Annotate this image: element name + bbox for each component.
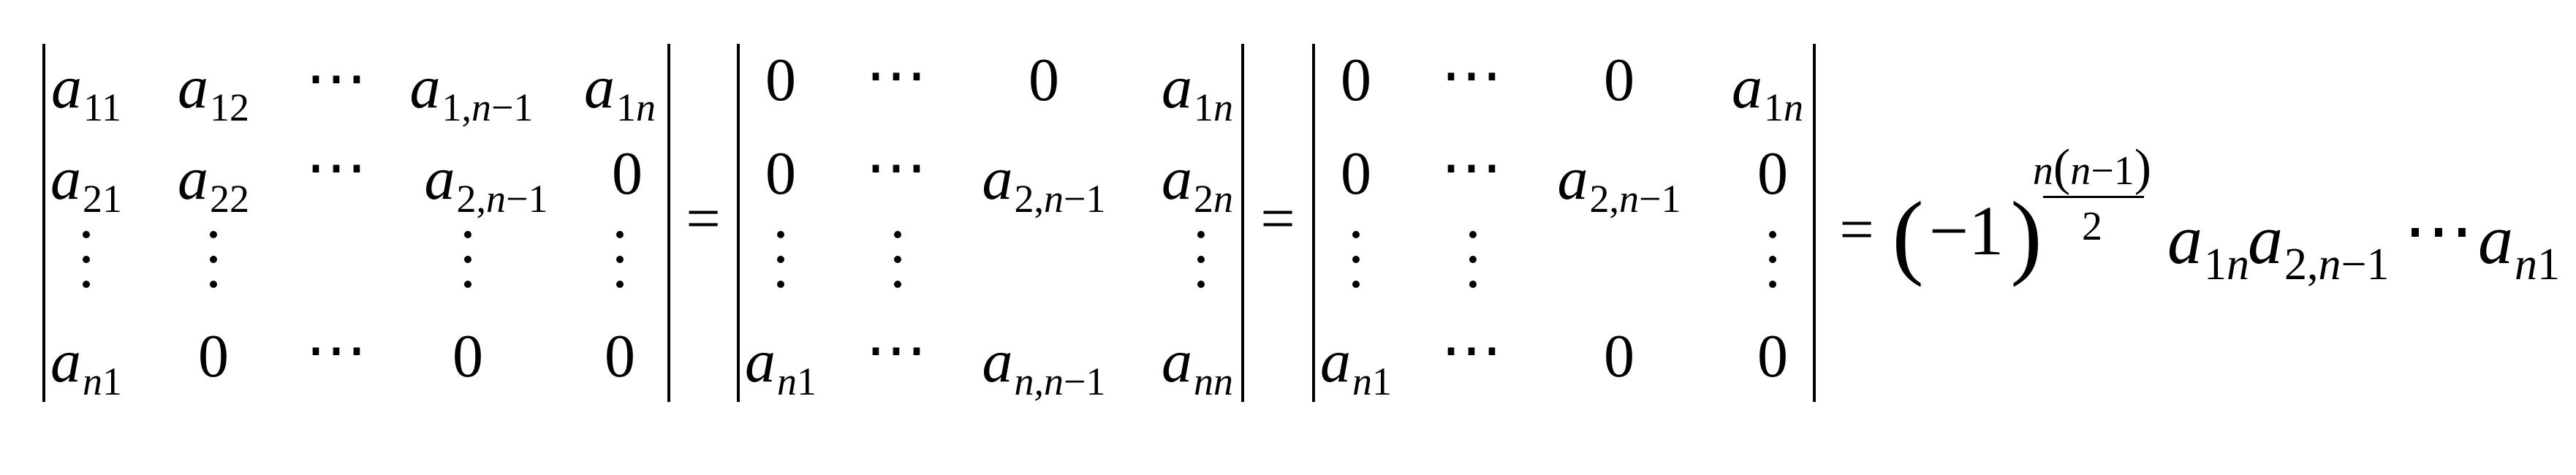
det1-r3c4-vdots — [464, 231, 471, 288]
exponent-fraction-bar — [2043, 196, 2144, 198]
det1-r2c5: 0 — [612, 140, 643, 208]
det1-right-bar — [667, 44, 670, 402]
det3-r4c3: 0 — [1604, 322, 1634, 390]
det3-left-bar — [1312, 44, 1315, 402]
det1-r1c3: ⋯ — [306, 45, 370, 113]
result-right-paren: ) — [2010, 183, 2042, 288]
det2-r3c4-vdots — [1197, 231, 1205, 288]
det3-r2c3: a2,n−1 — [1557, 145, 1681, 221]
det1-r4c1: an1 — [50, 327, 122, 403]
det2-r4c3: an,n−1 — [982, 327, 1106, 403]
det1-r1c2: a12 — [178, 53, 249, 129]
equals-sign-3: = — [1839, 196, 1874, 264]
det1-r4c2: 0 — [198, 322, 229, 390]
exponent-numerator: n(n−1) — [2032, 140, 2152, 196]
det3-r3c4-vdots — [1769, 231, 1776, 288]
det2-r2c2: ⋯ — [865, 134, 930, 202]
det1-r3c1-vdots — [83, 231, 90, 288]
det3-r2c4: 0 — [1757, 140, 1788, 208]
result-left-paren: ( — [1892, 183, 1924, 288]
det2-left-bar — [737, 44, 740, 402]
det1-r2c2: a22 — [178, 145, 249, 221]
det2-r3c2-vdots — [894, 231, 901, 288]
det2-r3c1-vdots — [777, 231, 784, 288]
exponent-denominator: 2 — [2082, 204, 2102, 249]
equals-sign-2: = — [1260, 185, 1295, 253]
det2-r1c1: 0 — [765, 46, 796, 114]
equals-sign-1: = — [686, 185, 721, 253]
det1-r3c2-vdots — [210, 231, 217, 288]
det1-r4c5: 0 — [605, 322, 635, 390]
det2-r1c4: a1n — [1162, 53, 1233, 129]
det2-r2c3: a2,n−1 — [982, 145, 1106, 221]
det3-r1c4: a1n — [1732, 53, 1803, 129]
det1-r3c5-vdots — [616, 231, 624, 288]
det3-r1c3: 0 — [1604, 46, 1634, 114]
det1-r1c1: a11 — [51, 53, 121, 129]
det1-r1c4: a1,n−1 — [409, 53, 534, 129]
det2-r4c2: ⋯ — [865, 316, 930, 384]
det3-r4c2: ⋯ — [1441, 316, 1505, 384]
det2-r2c1: 0 — [765, 140, 796, 208]
det1-r1c5: a1n — [584, 53, 656, 129]
det1-r2c4: a2,n−1 — [424, 145, 548, 221]
product-term-a2n-1: a2,n−1 — [2248, 200, 2390, 289]
det3-r4c4: 0 — [1757, 322, 1788, 390]
det2-r2c4: a2n — [1162, 145, 1233, 221]
det3-right-bar — [1813, 44, 1816, 402]
det3-r1c2: ⋯ — [1441, 42, 1505, 110]
det3-r3c1-vdots — [1352, 231, 1360, 288]
det3-r4c1: an1 — [1320, 327, 1392, 403]
det2-r4c4: ann — [1162, 327, 1233, 403]
det1-r4c3: ⋯ — [306, 316, 370, 384]
result-minus-one: −1 — [1928, 191, 2004, 270]
product-term-a1n: a1n — [2167, 200, 2249, 289]
det2-r4c1: an1 — [745, 327, 817, 403]
det2-right-bar — [1241, 44, 1244, 402]
det3-r2c2: ⋯ — [1441, 134, 1505, 202]
det3-r1c1: 0 — [1341, 46, 1371, 114]
product-term-an1: an1 — [2478, 200, 2560, 289]
det2-r1c2: ⋯ — [865, 42, 930, 110]
det1-r4c4: 0 — [452, 322, 483, 390]
product-term-cdots: ⋯ — [2403, 191, 2477, 270]
det1-r2c3: ⋯ — [306, 134, 370, 202]
det1-r2c1: a21 — [50, 145, 122, 221]
det3-r2c1: 0 — [1341, 140, 1371, 208]
det1-left-bar — [42, 44, 45, 402]
det3-r3c2-vdots — [1469, 231, 1477, 288]
det2-r1c3: 0 — [1028, 46, 1059, 114]
